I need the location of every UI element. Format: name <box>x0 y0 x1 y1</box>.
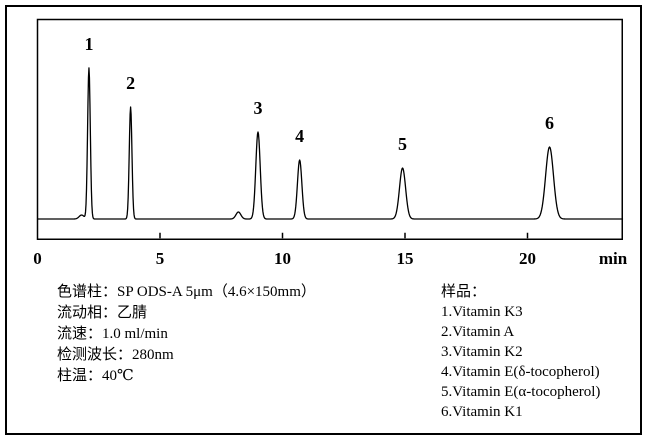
sample-item: 4.Vitamin E(δ-tocopherol) <box>441 364 600 380</box>
peak-label-4: 4 <box>295 126 305 146</box>
plot-frame <box>36 18 623 240</box>
peak-label-5: 5 <box>398 134 408 154</box>
sample-item: 6.Vitamin K1 <box>441 404 523 420</box>
x-axis-tick-label: 5 <box>155 249 165 268</box>
x-axis-tick-label: 10 <box>274 249 291 268</box>
x-axis-tick-label: 15 <box>396 249 414 268</box>
sample-items: 1.Vitamin K3 2.Vitamin A 3.Vitamin K2 4.Vit… <box>441 302 600 422</box>
chromatogram-trace <box>37 67 624 220</box>
sample-list: 样品： 1.Vitamin K3 2.Vitamin A 3.Vitamin K2 4… <box>441 282 600 422</box>
chromatography-conditions: 色谱柱：SP ODS-A 5μm（4.6×150mm） 流动相：乙腈流速：1.0 … <box>57 282 316 387</box>
x-axis-tick-label: 20 <box>519 249 536 268</box>
sample-item: 3.Vitamin K2 <box>441 344 523 360</box>
peak-label-6: 6 <box>545 113 555 133</box>
condition-line: 色谱柱：SP ODS-A 5μm（4.6×150mm） <box>57 284 316 300</box>
sample-item: 5.Vitamin E(α-tocopherol) <box>441 384 601 400</box>
condition-line: 流速：1.0 ml/min <box>57 326 168 342</box>
condition-line: 检测波长：280nm <box>57 347 174 363</box>
peak-label-3: 3 <box>253 98 263 118</box>
condition-line: 流动相：乙腈 <box>57 305 148 321</box>
sample-item: 1.Vitamin K3 <box>441 304 523 320</box>
peak-label-1: 1 <box>84 34 94 54</box>
x-axis-unit-label: min <box>598 249 628 268</box>
peak-label-2: 2 <box>126 73 136 93</box>
condition-line: 柱温：40℃ <box>57 368 134 384</box>
sample-item: 2.Vitamin A <box>441 324 515 340</box>
sample-list-header: 样品： <box>441 284 487 300</box>
x-axis-tick-label: 0 <box>33 249 42 268</box>
